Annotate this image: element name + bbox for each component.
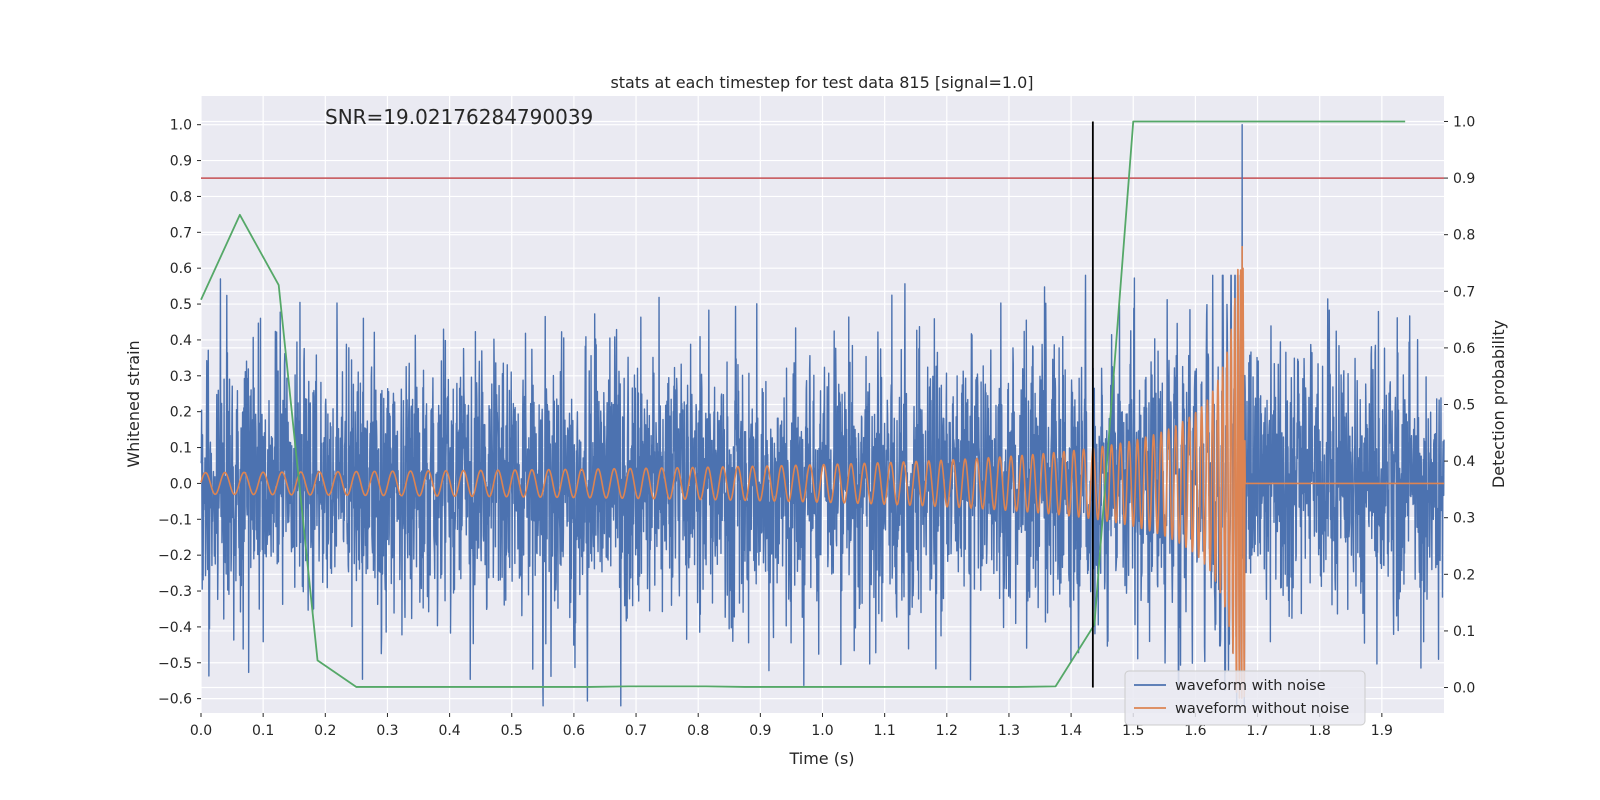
x-tick-label: 0.5 xyxy=(501,723,523,739)
x-axis-label: Time (s) xyxy=(788,749,854,768)
y-tick-label-right: 0.0 xyxy=(1453,681,1475,697)
x-tick-label: 0.0 xyxy=(190,723,212,739)
y-tick-label-right: 0.1 xyxy=(1453,624,1475,640)
series-line-detection-probability xyxy=(200,120,1406,688)
x-tick-label: 1.5 xyxy=(1122,723,1144,739)
y-tick-label-right: 0.2 xyxy=(1453,567,1475,583)
y-tick-label-left: 0.1 xyxy=(170,441,192,457)
x-tick-label: 0.4 xyxy=(438,723,460,739)
x-tick-label: 0.8 xyxy=(687,723,709,739)
legend-box xyxy=(1124,670,1366,726)
y-tick-label-left: 0.8 xyxy=(170,189,192,205)
y-tick-label-left: 0.4 xyxy=(170,333,192,349)
x-tick-label: 1.1 xyxy=(874,723,896,739)
x-tick-label: 1.8 xyxy=(1309,723,1331,739)
y-tick-label-left: 0.9 xyxy=(170,154,192,170)
x-tick-label: 0.2 xyxy=(314,723,336,739)
x-tick-label: 1.2 xyxy=(936,723,958,739)
clean-waveform-layer xyxy=(200,245,1445,699)
y-tick-label-left: 0.2 xyxy=(170,405,192,421)
x-tick-label: 1.6 xyxy=(1184,723,1206,739)
y-tick-label-left: −0.3 xyxy=(158,584,192,600)
y-tick-label-left: 0.5 xyxy=(170,297,192,313)
legend-label-clean: waveform without noise xyxy=(1175,701,1349,717)
y-tick-label-left: 0.6 xyxy=(170,261,192,277)
chart-title: stats at each timestep for test data 815… xyxy=(610,73,1033,92)
y-tick-label-left: −0.5 xyxy=(158,656,192,672)
y-tick-label-right: 0.4 xyxy=(1453,454,1475,470)
y-tick-label-left: 0.0 xyxy=(170,476,192,492)
y-tick-label-right: 1.0 xyxy=(1453,114,1475,130)
legend-label-noisy: waveform with noise xyxy=(1175,678,1326,694)
y-tick-label-right: 0.9 xyxy=(1453,171,1475,187)
y-tick-label-right: 0.8 xyxy=(1453,228,1475,244)
y-axis-label-right: Detection probability xyxy=(1489,320,1508,488)
y-tick-label-left: −0.6 xyxy=(158,692,192,708)
y-tick-label-left: 0.7 xyxy=(170,225,192,241)
tick-labels: 0.0 0.1 0.2 0.3 0.4 0.5 0.6 0.7 0.8 0.9 1.0 1.1 1.2 1… xyxy=(158,114,1475,739)
x-tick-label: 0.3 xyxy=(376,723,398,739)
y-tick-label-left: −0.1 xyxy=(158,512,192,528)
y-tick-label-left: 0.3 xyxy=(170,369,192,385)
x-tick-label: 1.3 xyxy=(998,723,1020,739)
x-tick-label: 1.9 xyxy=(1371,723,1393,739)
y-tick-label-right: 0.7 xyxy=(1453,284,1475,300)
y-tick-label-right: 0.3 xyxy=(1453,511,1475,527)
x-tick-label: 0.7 xyxy=(625,723,647,739)
x-tick-label: 1.4 xyxy=(1060,723,1082,739)
series-line-waveform-without-noise xyxy=(200,245,1445,699)
x-tick-label: 0.1 xyxy=(252,723,274,739)
legend: waveform with noise waveform without noi… xyxy=(1124,670,1366,726)
snr-annotation: SNR=19.02176284790039 xyxy=(325,105,593,129)
y-tick-label-left: 1.0 xyxy=(170,118,192,134)
y-tick-label-left: −0.2 xyxy=(158,548,192,564)
x-tick-label: 0.6 xyxy=(563,723,585,739)
y-tick-label-left: −0.4 xyxy=(158,620,192,636)
y-axis-label-left: Whitened strain xyxy=(124,340,143,467)
probability-layer xyxy=(200,120,1406,688)
x-tick-label: 1.7 xyxy=(1246,723,1268,739)
x-tick-label: 0.9 xyxy=(749,723,771,739)
y-tick-label-right: 0.6 xyxy=(1453,341,1475,357)
x-tick-label: 1.0 xyxy=(811,723,833,739)
y-tick-label-right: 0.5 xyxy=(1453,398,1475,414)
